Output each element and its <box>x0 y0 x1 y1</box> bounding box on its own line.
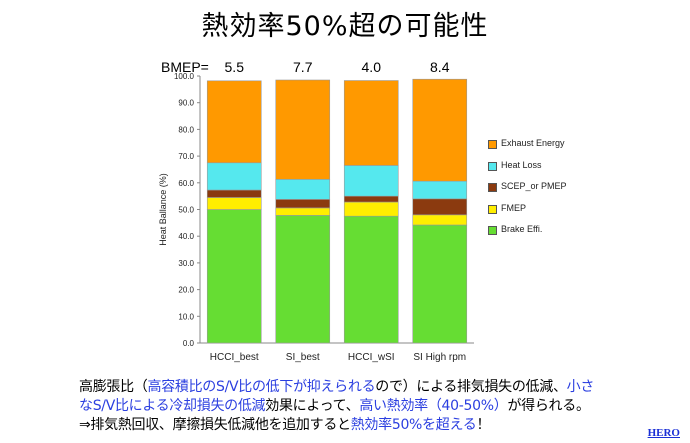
legend-swatch <box>488 140 497 149</box>
bar-segment <box>275 199 331 209</box>
bar-segment <box>343 165 399 197</box>
bar-segment <box>206 189 262 198</box>
note-text: ！ <box>476 417 491 433</box>
y-tick-label: 40.0 <box>178 232 194 241</box>
note-text: 高膨張比（ <box>79 379 148 395</box>
y-tick-label: 20.0 <box>178 286 194 295</box>
x-tick-label: HCCI_best <box>210 352 259 363</box>
bmep-value: 4.0 <box>361 59 381 75</box>
bar-segment <box>412 214 468 226</box>
y-tick-label: 70.0 <box>178 152 194 161</box>
y-tick-label: 0.0 <box>183 339 195 348</box>
note-line-2: なS/V比による冷却損失の低減効果によって、高い熱効率（40-50%）が得られる… <box>79 397 639 416</box>
hero-link[interactable]: HERO <box>647 427 680 439</box>
note-text: ので）による排気損失の低減、 <box>375 379 567 395</box>
legend-label: Brake Effi. <box>501 224 543 234</box>
slide-title: 熱効率50%超の可能性 <box>201 11 489 42</box>
legend-label: FMEP <box>501 202 527 213</box>
x-tick-label: SI_best <box>286 352 320 363</box>
x-tick-label: SI High rpm <box>413 352 466 363</box>
y-tick-label: 50.0 <box>178 206 194 215</box>
note-highlight: 高容積比のS/V比の低下が抑えられる <box>147 379 376 395</box>
note-highlight: 熱効率50%を超える <box>350 417 477 433</box>
y-axis-title: Heat Ballance (%) <box>158 173 168 246</box>
x-tick-label: HCCI_wSI <box>348 352 395 363</box>
bar-segment <box>343 195 399 203</box>
note-text: が得られる。 <box>507 398 590 414</box>
note-line-1: 高膨張比（高容積比のS/V比の低下が抑えられるので）による排気損失の低減、小さ <box>79 378 639 397</box>
bar-segment <box>412 224 468 344</box>
explanation-note: 高膨張比（高容積比のS/V比の低下が抑えられるので）による排気損失の低減、小さ … <box>79 378 639 435</box>
bar-segment <box>206 80 262 164</box>
note-highlight: 高い熱効率（40-50%） <box>359 398 508 414</box>
legend-label: Exhaust Energy <box>501 138 565 148</box>
y-tick-label: 60.0 <box>178 179 194 188</box>
bmep-label: BMEP= <box>161 59 209 75</box>
bar-segment <box>412 180 468 200</box>
bar-segment <box>343 201 399 217</box>
y-tick-label: 80.0 <box>178 125 194 134</box>
note-text: ⇒排気熱回収、摩擦損失低減他を追加すると <box>79 417 351 433</box>
legend-swatch <box>488 204 497 214</box>
legend-label: Heat Loss <box>501 159 542 170</box>
y-tick-label: 30.0 <box>178 259 194 268</box>
bar-segment <box>275 215 331 344</box>
legend-label: SCEP_or PMEP <box>501 181 567 191</box>
note-highlight: 小さ <box>566 379 595 395</box>
bar-segment <box>206 162 262 191</box>
bar-segment <box>206 209 262 344</box>
bmep-value: 5.5 <box>224 59 244 75</box>
legend-swatch <box>488 183 497 192</box>
bar-segment <box>343 80 399 166</box>
y-tick-label: 10.0 <box>178 312 194 321</box>
legend-swatch <box>488 226 497 235</box>
bar-segment <box>343 215 399 344</box>
bar-segment <box>275 79 331 180</box>
legend-swatch <box>488 161 497 171</box>
y-tick-label: 90.0 <box>178 99 194 108</box>
bar-segment <box>206 197 262 210</box>
bar-segment <box>412 198 468 216</box>
bar-segment <box>412 78 468 182</box>
bar-segment <box>275 207 331 216</box>
bmep-value: 7.7 <box>293 59 313 75</box>
bmep-value: 8.4 <box>430 59 450 75</box>
y-tick-label: 100.0 <box>174 72 195 81</box>
note-highlight: なS/V比による冷却損失の低減 <box>79 398 266 414</box>
note-line-3: ⇒排気熱回収、摩擦損失低減他を追加すると熱効率50%を超える！ <box>79 416 639 435</box>
note-text: 効果によって、 <box>265 398 360 414</box>
bar-segment <box>275 179 331 200</box>
